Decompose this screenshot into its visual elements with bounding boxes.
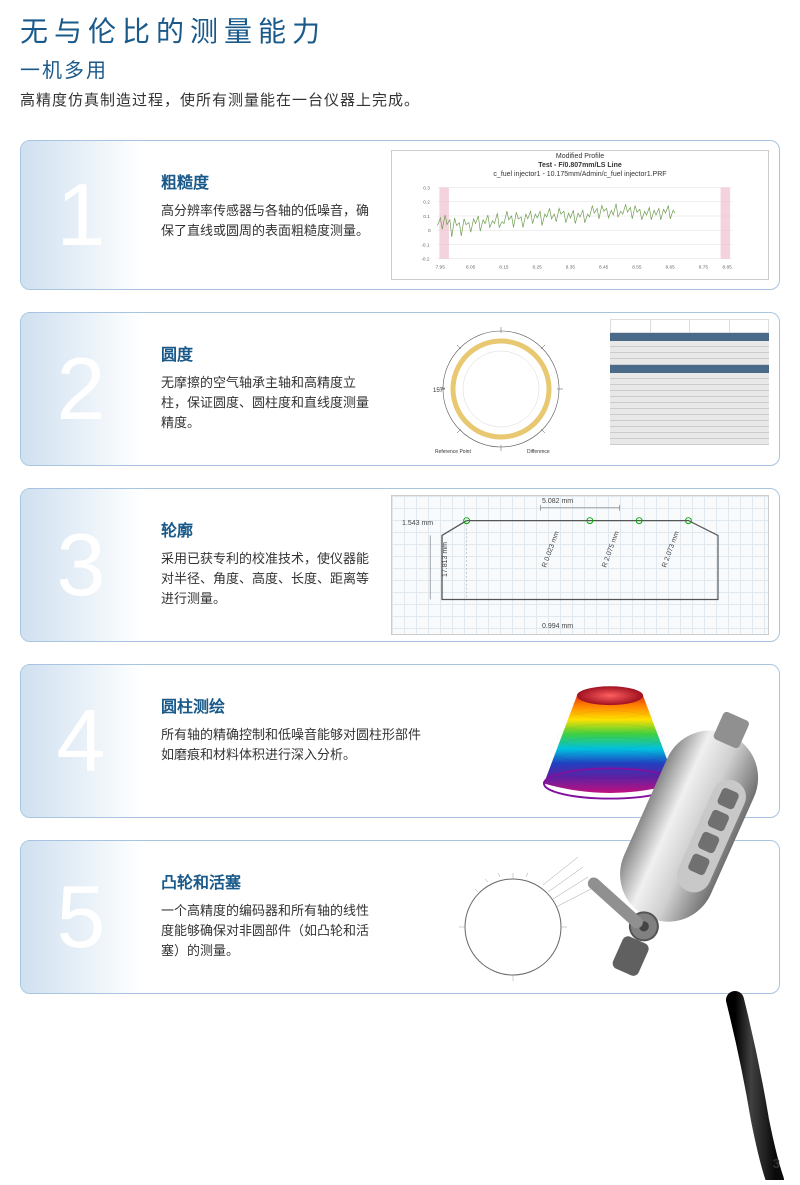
dimension-label: 1.543 mm: [402, 520, 433, 527]
card-graphic: 157° Reference Point Difference: [381, 313, 779, 465]
card-title: 粗糙度: [161, 169, 371, 193]
svg-text:0.3: 0.3: [423, 185, 430, 191]
card-graphic: [441, 665, 779, 817]
page-intro: 高精度仿真制造过程，使所有测量能在一台仪器上完成。: [20, 89, 780, 110]
chart-label: c_fuel injector1 - 10.175mm/Admin/c_fuel…: [392, 169, 768, 178]
svg-text:0: 0: [428, 228, 431, 234]
card-desc: 高分辨率传感器与各轴的低噪音，确保了直线或圆周的表面粗糙度测量。: [161, 201, 371, 241]
card-desc: 采用已获专利的校准技术，使仪器能对半径、角度、高度、长度、距离等进行测量。: [161, 549, 371, 609]
svg-text:-0.2: -0.2: [421, 257, 430, 263]
dimension-label: 17.813 mm: [442, 542, 449, 577]
card-number: 1: [57, 171, 106, 259]
svg-text:Reference Point: Reference Point: [435, 449, 471, 455]
roundness-polar-svg: 157° Reference Point Difference: [431, 319, 571, 459]
card-title: 圆度: [161, 341, 371, 365]
card-cylinder: 4 圆柱测绘 所有轴的精确控制和低噪音能够对圆柱形部件如磨痕和材料体积进行深入分…: [20, 664, 780, 818]
card-desc: 无摩擦的空气轴承主轴和高精度立柱，保证圆度、圆柱度和直线度测量精度。: [161, 373, 371, 433]
card-roundness: 2 圆度 无摩擦的空气轴承主轴和高精度立柱，保证圆度、圆柱度和直线度测量精度。: [20, 312, 780, 466]
svg-text:8.15: 8.15: [499, 264, 509, 270]
card-contour: 3 轮廓 采用已获专利的校准技术，使仪器能对半径、角度、高度、长度、距离等进行测…: [20, 488, 780, 642]
card-number-col: 1: [21, 141, 141, 289]
dimension-label: 0.994 mm: [542, 623, 573, 630]
dimension-label: 5.082 mm: [542, 498, 573, 505]
card-graphic: Modified Profile Test - F/0.807mm/LS Lin…: [381, 141, 779, 289]
roundness-data-table: [610, 319, 769, 459]
svg-text:157°: 157°: [433, 388, 446, 394]
card-desc: 所有轴的精确控制和低噪音能够对圆柱形部件如磨痕和材料体积进行深入分析。: [161, 725, 431, 765]
cam-svg: [448, 847, 598, 987]
card-number: 2: [57, 345, 106, 433]
page-number: 3: [773, 1156, 780, 1171]
card-title: 圆柱测绘: [161, 693, 431, 717]
svg-text:8.65: 8.65: [666, 264, 676, 270]
chart-label: Modified Profile: [392, 151, 768, 160]
page-title: 无与伦比的测量能力: [20, 10, 780, 50]
svg-text:Difference: Difference: [527, 449, 550, 455]
roughness-chart-svg: 0.3 0.2 0.1 0 -0.1 -0.2 7.95 8.05 8.15 8…: [392, 178, 768, 273]
card-number: 4: [57, 697, 106, 785]
svg-text:8.75: 8.75: [699, 264, 709, 270]
svg-text:8.85: 8.85: [723, 264, 733, 270]
svg-text:0.1: 0.1: [423, 214, 430, 220]
svg-text:0.2: 0.2: [423, 200, 430, 206]
card-graphic: [381, 841, 779, 993]
card-title: 轮廓: [161, 517, 371, 541]
chart-label: Test - F/0.807mm/LS Line: [392, 160, 768, 169]
card-number: 5: [57, 873, 106, 961]
page-subtitle: 一机多用: [20, 54, 780, 83]
svg-text:8.05: 8.05: [466, 264, 476, 270]
svg-text:8.25: 8.25: [533, 264, 543, 270]
card-roughness: 1 粗糙度 高分辨率传感器与各轴的低噪音，确保了直线或圆周的表面粗糙度测量。 M…: [20, 140, 780, 290]
svg-text:8.35: 8.35: [566, 264, 576, 270]
svg-text:8.55: 8.55: [632, 264, 642, 270]
card-cam: 5 凸轮和活塞 一个高精度的编码器和所有轴的线性度能够确保对非圆部件（如凸轮和活…: [20, 840, 780, 994]
cylinder-svg: [525, 671, 695, 811]
svg-text:8.45: 8.45: [599, 264, 609, 270]
card-title: 凸轮和活塞: [161, 869, 371, 893]
card-graphic: 5.082 mm 1.543 mm 17.813 mm R 0.023 mm R…: [381, 489, 779, 641]
card-desc: 一个高精度的编码器和所有轴的线性度能够确保对非圆部件（如凸轮和活塞）的测量。: [161, 901, 371, 961]
card-list: 1 粗糙度 高分辨率传感器与各轴的低噪音，确保了直线或圆周的表面粗糙度测量。 M…: [0, 140, 800, 994]
svg-text:-0.1: -0.1: [421, 242, 430, 248]
svg-text:7.95: 7.95: [436, 264, 446, 270]
card-number: 3: [57, 521, 106, 609]
